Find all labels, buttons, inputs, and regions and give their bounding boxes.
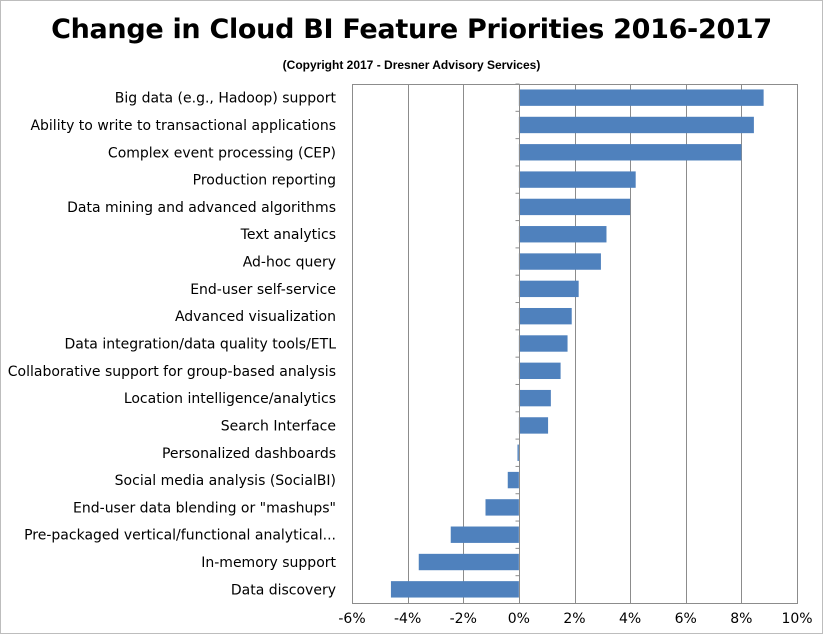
- bar: [518, 389, 551, 407]
- category-label: Data mining and advanced algorithms: [67, 200, 336, 216]
- bar: [518, 253, 601, 270]
- category-label: Text analytics: [240, 227, 336, 243]
- chart-subtitle: (Copyright 2017 - Dresner Advisory Servi…: [282, 58, 541, 72]
- plot-border: [352, 84, 798, 604]
- bar: [518, 417, 549, 434]
- axes: [352, 83, 798, 604]
- x-tick-label: 0%: [508, 611, 530, 627]
- x-tick-label: -6%: [338, 611, 365, 627]
- category-label: Location intelligence/analytics: [124, 391, 336, 407]
- bar: [517, 444, 519, 461]
- bar: [390, 581, 519, 598]
- x-tick-label: -2%: [450, 611, 477, 627]
- category-label: In-memory support: [201, 555, 336, 571]
- category-label: Data integration/data quality tools/ETL: [64, 337, 336, 353]
- category-label: End-user self-service: [190, 282, 336, 298]
- x-tick-label: -4%: [394, 611, 421, 627]
- bar: [518, 226, 607, 243]
- bar: [507, 471, 519, 489]
- category-label: End-user data blending or "mashups": [73, 500, 336, 516]
- bar: [518, 171, 636, 188]
- category-label: Advanced visualization: [175, 309, 336, 325]
- bar: [450, 526, 519, 543]
- category-label: Complex event processing (CEP): [108, 145, 336, 161]
- chart-title: Change in Cloud BI Feature Priorities 20…: [51, 14, 772, 45]
- x-tick-label: 10%: [781, 611, 812, 627]
- bar: [518, 307, 572, 325]
- category-label: Production reporting: [193, 173, 336, 189]
- category-label: Social media analysis (SocialBI): [115, 473, 336, 489]
- category-label: Ability to write to transactional applic…: [30, 118, 336, 134]
- bar: [518, 198, 631, 216]
- category-label: Personalized dashboards: [162, 446, 336, 462]
- bars: [390, 89, 764, 598]
- bar: [518, 144, 742, 161]
- x-tick-label: 8%: [730, 611, 752, 627]
- x-tick-label: 6%: [675, 611, 697, 627]
- bar: [518, 89, 764, 106]
- bar: [518, 280, 579, 298]
- category-label: Collaborative support for group-based an…: [8, 364, 336, 380]
- bar: [485, 499, 519, 516]
- category-label: Ad-hoc query: [243, 255, 336, 271]
- bar: [518, 335, 568, 352]
- category-label: Big data (e.g., Hadoop) support: [115, 91, 337, 107]
- bar: [418, 553, 519, 571]
- bar: [518, 116, 754, 134]
- x-tick-label: 4%: [619, 611, 641, 627]
- category-label: Search Interface: [221, 418, 336, 434]
- tick-labels: -6% -4% -2% 0% 2% 4% 6% 8% 10%: [338, 611, 812, 627]
- gridlines: [352, 84, 798, 603]
- category-label: Data discovery: [231, 582, 336, 598]
- category-labels: Big data (e.g., Hadoop) support Ability t…: [8, 91, 337, 599]
- x-tick-label: 2%: [563, 611, 585, 627]
- bar: [518, 362, 561, 380]
- category-label: Pre-packaged vertical/functional analyti…: [24, 528, 336, 544]
